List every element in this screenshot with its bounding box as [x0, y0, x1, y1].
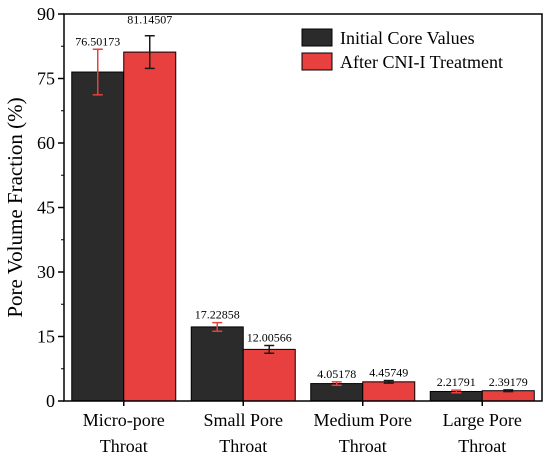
error-bar: [264, 344, 275, 354]
bars-layer: [71, 51, 535, 402]
y-tick-label: 60: [37, 133, 55, 153]
legend-label: Initial Core Values: [340, 28, 475, 48]
legend-label: After CNI-I Treatment: [340, 52, 503, 72]
y-tick-label: 15: [37, 327, 55, 347]
data-label: 2.21791: [437, 375, 476, 389]
x-tick-label: Small Pore: [204, 410, 284, 430]
y-axis-label: Pore Volume Fraction (%): [3, 97, 27, 317]
y-tick-label: 30: [37, 262, 55, 282]
data-label: 81.14507: [127, 13, 172, 27]
data-label: 4.45749: [369, 366, 408, 380]
data-label: 2.39179: [489, 375, 528, 389]
legend: Initial Core Values After CNI-I Treatment: [301, 28, 503, 72]
legend-swatch: [301, 28, 333, 47]
bar: [362, 381, 416, 402]
x-tick-label: Micro-pore: [83, 410, 165, 430]
error-bars-layer: [92, 34, 514, 394]
x-axis: Micro-pore Throat Small Pore Throat Medium P…: [83, 401, 522, 456]
y-tick-label: 90: [37, 4, 55, 24]
x-tick-label: Throat: [219, 436, 267, 456]
y-tick-label: 0: [46, 391, 55, 411]
data-label: 4.05178: [317, 367, 356, 381]
error-bar: [212, 321, 223, 332]
error-bar: [451, 389, 462, 394]
bar: [190, 326, 244, 402]
bar: [123, 51, 177, 402]
data-labels-layer: 76.50173 81.14507 17.22858 12.00566 4.05178 4…: [75, 13, 528, 389]
error-bar: [503, 389, 514, 393]
bar: [242, 348, 296, 402]
x-tick-label: Throat: [458, 436, 506, 456]
error-bar: [92, 48, 103, 96]
legend-swatch: [301, 52, 333, 71]
y-tick-label: 75: [37, 69, 55, 89]
error-bar: [144, 34, 155, 70]
x-tick-label: Throat: [100, 436, 148, 456]
bar: [310, 383, 364, 402]
y-tick-label: 45: [37, 198, 55, 218]
x-tick-label: Throat: [339, 436, 387, 456]
x-tick-label: Medium Pore: [314, 410, 413, 430]
data-label: 76.50173: [75, 34, 120, 48]
x-tick-label: Large Pore: [443, 410, 522, 430]
data-label: 17.22858: [195, 308, 240, 322]
data-label: 12.00566: [247, 331, 292, 345]
bar: [71, 71, 125, 402]
y-axis: 0 15 30 45 60 75 90: [37, 4, 64, 411]
error-bar: [383, 379, 394, 384]
error-bar: [331, 381, 342, 387]
